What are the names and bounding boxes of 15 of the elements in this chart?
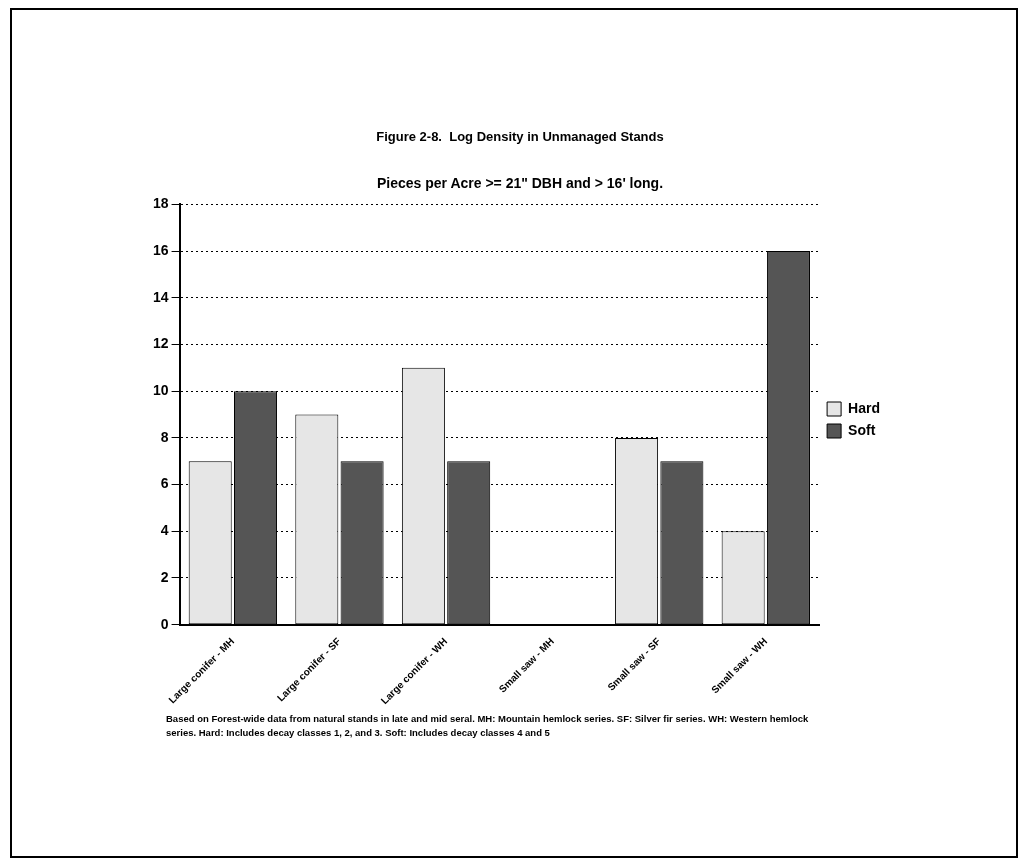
y-tick-label: 6 xyxy=(160,475,169,492)
legend-label: Soft xyxy=(848,421,876,438)
text: Based on Forest-wide data from natural stands in late and mid seral. MH: Mountain hemlock series. SF: Silver fir series. WH: Western hemlock series. Hard: Includes decay classes 1, 2, and 3. Soft: Includes decay classes 4 and 5 xyxy=(166,712,810,740)
y-tick-label: 10 xyxy=(152,382,169,399)
chart-title: Figure 2-8. Log Density in Unmanaged Stands xyxy=(376,129,664,145)
y-tick-label: 2 xyxy=(160,568,169,585)
y-tick-label: 0 xyxy=(160,615,169,632)
y-tick-label: 16 xyxy=(152,241,169,258)
y-tick-label: 4 xyxy=(160,522,169,539)
y-tick-label: 18 xyxy=(152,195,169,212)
y-tick-label: 8 xyxy=(160,428,169,445)
y-tick-label: 14 xyxy=(152,288,169,305)
legend-label: Hard xyxy=(848,399,881,416)
chart-subtitle: Pieces per Acre >= 21" DBH and > 16' long. xyxy=(376,174,664,191)
y-tick-label: 12 xyxy=(152,335,169,352)
